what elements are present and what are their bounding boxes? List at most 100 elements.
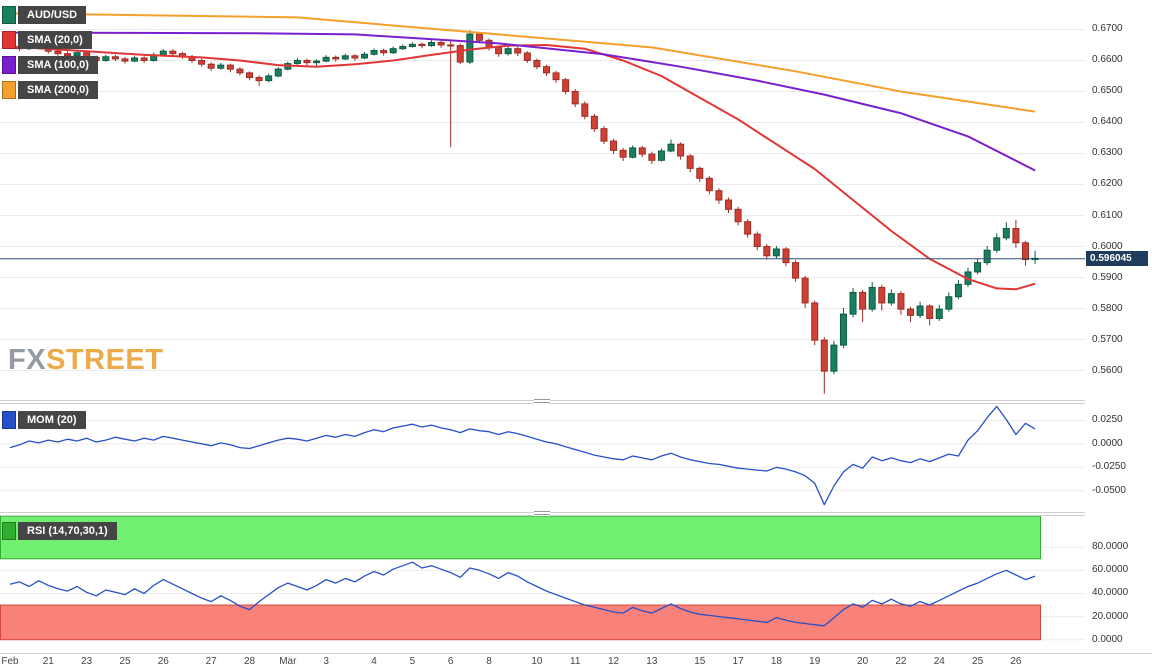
candle[interactable]: [265, 73, 273, 83]
candle[interactable]: [293, 57, 301, 65]
candle[interactable]: [150, 52, 158, 62]
candle[interactable]: [226, 63, 234, 73]
candle[interactable]: [887, 289, 895, 306]
candle[interactable]: [638, 146, 646, 158]
legend-item[interactable]: SMA (100,0): [2, 56, 98, 74]
candle[interactable]: [313, 59, 321, 67]
candle[interactable]: [428, 40, 436, 47]
candle[interactable]: [590, 113, 598, 132]
candle[interactable]: [1012, 219, 1020, 248]
candle[interactable]: [993, 233, 1001, 253]
candle[interactable]: [542, 64, 550, 76]
candle[interactable]: [418, 42, 426, 49]
legend-item[interactable]: AUD/USD: [2, 6, 98, 24]
momentum-chart-canvas[interactable]: [0, 405, 1152, 512]
candle[interactable]: [705, 175, 713, 195]
candle[interactable]: [926, 304, 934, 326]
candle[interactable]: [370, 48, 378, 56]
candle[interactable]: [466, 30, 474, 65]
candle[interactable]: [246, 71, 253, 81]
candle[interactable]: [1031, 250, 1039, 264]
candle[interactable]: [447, 41, 455, 148]
candle[interactable]: [974, 258, 982, 275]
candle[interactable]: [562, 77, 570, 95]
candle[interactable]: [351, 54, 359, 61]
candle[interactable]: [514, 46, 522, 57]
candle[interactable]: [734, 206, 742, 226]
candle[interactable]: [236, 67, 244, 76]
candle[interactable]: [102, 54, 110, 62]
candle[interactable]: [677, 142, 685, 160]
candle[interactable]: [437, 40, 445, 48]
candle[interactable]: [456, 43, 464, 65]
candle[interactable]: [820, 337, 828, 394]
candle[interactable]: [178, 51, 186, 59]
candle[interactable]: [715, 188, 723, 204]
candle[interactable]: [207, 62, 215, 72]
candle[interactable]: [1002, 222, 1010, 241]
candle[interactable]: [811, 300, 819, 346]
candle[interactable]: [523, 51, 531, 63]
candle[interactable]: [935, 304, 943, 321]
candle[interactable]: [772, 245, 780, 259]
candle[interactable]: [954, 280, 962, 300]
candle[interactable]: [552, 71, 560, 83]
candle[interactable]: [389, 46, 397, 54]
candle[interactable]: [610, 138, 618, 155]
candle[interactable]: [696, 166, 704, 183]
candle[interactable]: [744, 219, 752, 238]
candle[interactable]: [849, 288, 857, 318]
candle[interactable]: [399, 44, 407, 50]
candle[interactable]: [274, 67, 282, 78]
candle[interactable]: [121, 57, 129, 64]
candle[interactable]: [801, 275, 809, 308]
candle[interactable]: [830, 340, 838, 375]
candle[interactable]: [533, 58, 541, 70]
candle[interactable]: [600, 126, 608, 145]
candle[interactable]: [217, 62, 225, 70]
candle[interactable]: [169, 49, 177, 56]
candle[interactable]: [667, 139, 675, 153]
candle[interactable]: [380, 48, 388, 56]
candle[interactable]: [657, 148, 665, 162]
candle[interactable]: [878, 284, 886, 311]
candle[interactable]: [111, 54, 119, 62]
candle[interactable]: [753, 231, 761, 251]
candle[interactable]: [571, 88, 579, 107]
candle[interactable]: [686, 154, 694, 173]
legend-item[interactable]: MOM (20): [2, 411, 86, 429]
legend-item[interactable]: SMA (20,0): [2, 31, 98, 49]
candle[interactable]: [198, 58, 206, 67]
candle[interactable]: [255, 75, 263, 86]
candle[interactable]: [408, 42, 416, 48]
candle[interactable]: [1021, 240, 1029, 266]
candle[interactable]: [983, 245, 991, 266]
candle[interactable]: [725, 197, 732, 214]
candle[interactable]: [868, 281, 876, 312]
legend-item[interactable]: RSI (14,70,30,1): [2, 522, 117, 540]
candle[interactable]: [782, 247, 790, 267]
candle[interactable]: [945, 292, 953, 312]
rsi-chart-canvas[interactable]: [0, 516, 1152, 653]
candle[interactable]: [504, 46, 512, 56]
candle[interactable]: [629, 145, 637, 159]
candle[interactable]: [619, 147, 627, 161]
candle[interactable]: [916, 301, 924, 318]
candle[interactable]: [322, 55, 330, 63]
candle[interactable]: [341, 53, 349, 61]
candle[interactable]: [360, 52, 368, 60]
price-chart-canvas[interactable]: [0, 0, 1152, 400]
candle[interactable]: [332, 55, 340, 62]
candle[interactable]: [839, 307, 847, 349]
candle[interactable]: [792, 260, 800, 282]
candle[interactable]: [907, 306, 915, 323]
candle[interactable]: [581, 101, 589, 120]
candle[interactable]: [648, 151, 656, 165]
legend-item[interactable]: SMA (200,0): [2, 81, 98, 99]
candle[interactable]: [131, 55, 139, 63]
candle[interactable]: [303, 58, 311, 66]
candle[interactable]: [140, 56, 148, 63]
candle[interactable]: [763, 244, 771, 260]
candle[interactable]: [859, 289, 867, 323]
candle[interactable]: [897, 291, 905, 315]
